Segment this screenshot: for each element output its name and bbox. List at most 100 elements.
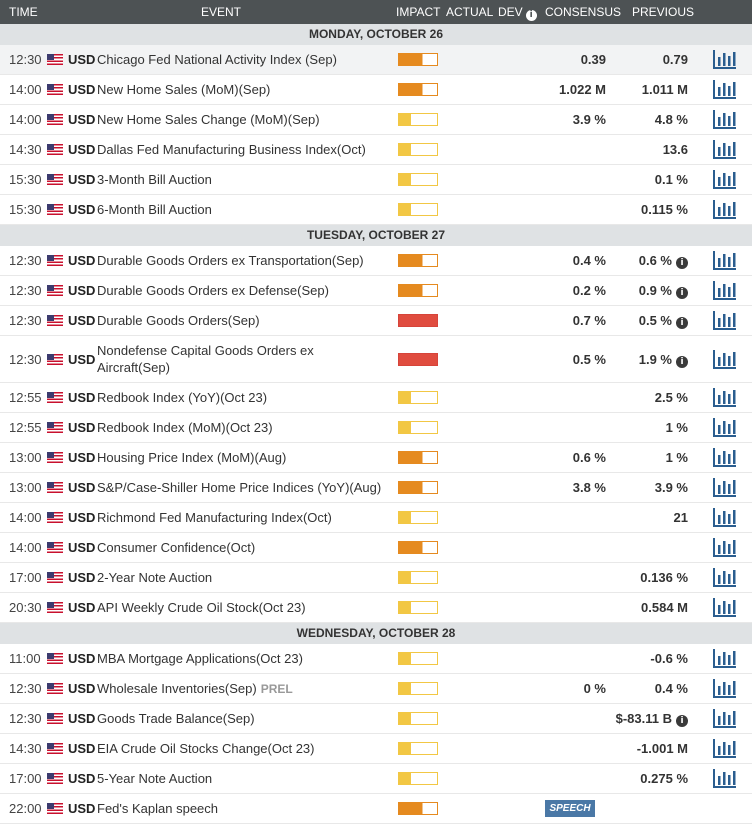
event-name[interactable]: Fed's Kaplan speech [97, 801, 219, 816]
info-icon[interactable]: i [676, 355, 688, 368]
bar-chart-icon[interactable] [713, 567, 737, 587]
event-name[interactable]: 2-Year Note Auction [97, 570, 213, 585]
bar-chart-icon[interactable] [713, 537, 737, 557]
bar-chart-icon[interactable] [713, 79, 737, 99]
bar-chart-icon[interactable] [713, 387, 737, 407]
event-name[interactable]: 3-Month Bill Auction [97, 172, 212, 187]
us-flag-icon [47, 174, 63, 185]
event-row[interactable]: 15:30 USD 3-Month Bill Auction 0.1 % [0, 165, 752, 195]
bar-chart-icon[interactable] [713, 477, 737, 497]
bar-chart-icon[interactable] [713, 417, 737, 437]
event-row[interactable]: 12:30 USD Nondefense Capital Goods Orders … [0, 336, 752, 383]
event-row[interactable]: 22:00 USD Fed's Kaplan speech SPEECH [0, 794, 752, 824]
event-row[interactable]: 13:00 USD S&P/Case-Shiller Home Price Indi… [0, 473, 752, 503]
event-name[interactable]: Durable Goods Orders(Sep) [97, 313, 260, 328]
info-icon[interactable]: i [676, 317, 688, 329]
event-name[interactable]: API Weekly Crude Oil Stock(Oct 23) [97, 600, 306, 615]
bar-chart-icon[interactable] [713, 738, 737, 758]
event-name[interactable]: Dallas Fed Manufacturing Business Index(… [97, 142, 366, 157]
event-name[interactable]: 5-Year Note Auction [97, 771, 213, 786]
bar-chart-icon[interactable] [713, 280, 737, 300]
event-row[interactable]: 14:00 USD New Home Sales Change (MoM)(Sep)… [0, 105, 752, 135]
event-row[interactable]: 12:30 USD Wholesale Inventories(Sep) PREL 0 … [0, 674, 752, 704]
event-row[interactable]: 12:55 USD Redbook Index (YoY)(Oct 23) 2.5 % [0, 383, 752, 413]
info-icon[interactable]: i [676, 257, 688, 269]
info-icon[interactable]: i [525, 10, 537, 21]
bar-chart-icon[interactable] [713, 310, 737, 330]
previous-value: 3.9 % [654, 480, 688, 495]
bar-chart-icon[interactable] [713, 139, 737, 159]
previous-value: 0.136 % [640, 570, 688, 585]
consensus-value: 3.8 % [572, 480, 606, 495]
bar-chart-icon[interactable] [713, 447, 737, 467]
event-row[interactable]: 12:30 USD Chicago Fed National Activity In… [0, 45, 752, 75]
impact-bar [398, 284, 438, 297]
us-flag-icon [47, 84, 63, 95]
bar-chart-icon[interactable] [713, 507, 737, 527]
event-name[interactable]: Durable Goods Orders ex Transportation(S… [97, 253, 364, 268]
bar-chart-icon[interactable] [713, 768, 737, 788]
impact-bar [398, 203, 438, 216]
event-row[interactable]: 13:00 USD Housing Price Index (MoM)(Aug) 0.… [0, 443, 752, 473]
event-row[interactable]: 12:30 USD Durable Goods Orders ex Defense(… [0, 276, 752, 306]
event-row[interactable]: 14:30 USD Dallas Fed Manufacturing Busines… [0, 135, 752, 165]
us-flag-icon [47, 482, 63, 493]
bar-chart-icon[interactable] [713, 349, 737, 369]
event-name[interactable]: S&P/Case-Shiller Home Price Indices (YoY… [97, 480, 382, 495]
event-row[interactable]: 12:30 USD Durable Goods Orders(Sep) 0.7 % 0.… [0, 306, 752, 336]
currency-code: USD [68, 351, 96, 367]
event-name[interactable]: EIA Crude Oil Stocks Change(Oct 23) [97, 741, 315, 756]
bar-chart-icon[interactable] [713, 250, 737, 270]
event-row[interactable]: 14:00 USD Richmond Fed Manufacturing Index… [0, 503, 752, 533]
us-flag-icon [47, 285, 63, 296]
impact-bar [398, 652, 438, 665]
event-row[interactable]: 14:30 USD EIA Crude Oil Stocks Change(Oct … [0, 734, 752, 764]
event-name[interactable]: Richmond Fed Manufacturing Index(Oct) [97, 510, 332, 525]
currency-code: USD [68, 420, 96, 435]
bar-chart-icon[interactable] [713, 708, 737, 728]
bar-chart-icon[interactable] [713, 169, 737, 189]
bar-chart-icon[interactable] [713, 648, 737, 668]
event-name[interactable]: MBA Mortgage Applications(Oct 23) [97, 651, 303, 666]
info-icon[interactable]: i [676, 715, 688, 727]
event-time: 13:00 [9, 450, 42, 465]
event-row[interactable]: 14:00 USD New Home Sales (MoM)(Sep) 1.022 M… [0, 75, 752, 105]
bar-chart-icon[interactable] [713, 678, 737, 698]
event-time: 12:30 [9, 253, 42, 268]
event-row[interactable]: 12:30 USD Durable Goods Orders ex Transpor… [0, 246, 752, 276]
event-row[interactable]: 17:00 USD 5-Year Note Auction 0.275 % [0, 764, 752, 794]
event-time: 17:00 [9, 771, 42, 786]
event-name[interactable]: New Home Sales (MoM)(Sep) [97, 82, 271, 97]
event-name[interactable]: Nondefense Capital Goods Orders ex Aircr… [97, 343, 314, 375]
event-name[interactable]: Chicago Fed National Activity Index (Sep… [97, 52, 337, 67]
consensus-value: 0.7 % [572, 313, 606, 328]
event-row[interactable]: 11:00 USD MBA Mortgage Applications(Oct 23… [0, 644, 752, 674]
event-name[interactable]: Durable Goods Orders ex Defense(Sep) [97, 283, 329, 298]
bar-chart-icon[interactable] [713, 49, 737, 69]
event-name[interactable]: Redbook Index (MoM)(Oct 23) [97, 420, 273, 435]
impact-bar [398, 601, 438, 614]
info-icon[interactable]: i [676, 287, 688, 299]
currency-code: USD [68, 480, 96, 495]
consensus-value: 3.9 % [572, 112, 606, 127]
event-row[interactable]: 17:00 USD 2-Year Note Auction 0.136 % [0, 563, 752, 593]
impact-bar [398, 682, 438, 695]
impact-bar [398, 254, 438, 267]
event-name[interactable]: Goods Trade Balance(Sep) [97, 711, 255, 726]
previous-value: 13.6 [662, 142, 688, 157]
event-name[interactable]: Redbook Index (YoY)(Oct 23) [97, 390, 268, 405]
event-name[interactable]: 6-Month Bill Auction [97, 202, 212, 217]
event-name[interactable]: Housing Price Index (MoM)(Aug) [97, 450, 287, 465]
bar-chart-icon[interactable] [713, 199, 737, 219]
event-row[interactable]: 20:30 USD API Weekly Crude Oil Stock(Oct 2… [0, 593, 752, 623]
bar-chart-icon[interactable] [713, 597, 737, 617]
event-row[interactable]: 12:30 USD Goods Trade Balance(Sep) $-83.11 … [0, 704, 752, 734]
event-row[interactable]: 12:55 USD Redbook Index (MoM)(Oct 23) 1 % [0, 413, 752, 443]
event-row[interactable]: 15:30 USD 6-Month Bill Auction 0.115 % [0, 195, 752, 225]
event-name[interactable]: Wholesale Inventories(Sep) PREL [97, 681, 293, 696]
event-name[interactable]: Consumer Confidence(Oct) [97, 540, 256, 555]
event-name[interactable]: New Home Sales Change (MoM)(Sep) [97, 112, 320, 127]
bar-chart-icon[interactable] [713, 109, 737, 129]
event-row[interactable]: 14:00 USD Consumer Confidence(Oct) [0, 533, 752, 563]
col-previous: PREVIOUS [632, 5, 695, 19]
